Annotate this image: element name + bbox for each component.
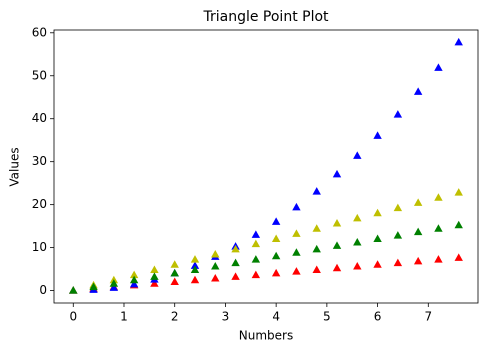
point bbox=[251, 255, 261, 263]
point bbox=[312, 224, 321, 232]
point bbox=[150, 279, 159, 287]
point bbox=[413, 198, 423, 206]
plot-frame bbox=[53, 29, 479, 304]
y-tick-label: 10 bbox=[32, 240, 47, 254]
point bbox=[271, 251, 281, 260]
point bbox=[190, 265, 200, 273]
point bbox=[332, 263, 342, 272]
point bbox=[312, 244, 321, 253]
point bbox=[413, 227, 423, 236]
x-tick-label: 5 bbox=[323, 310, 331, 324]
point bbox=[413, 87, 423, 95]
point bbox=[373, 208, 382, 217]
x-tick-label: 0 bbox=[69, 310, 77, 324]
point bbox=[251, 230, 261, 238]
x-tick-label: 1 bbox=[120, 310, 128, 324]
point bbox=[353, 262, 362, 270]
point bbox=[150, 272, 159, 280]
point bbox=[150, 265, 159, 273]
y-tick-label: 40 bbox=[32, 111, 47, 125]
point bbox=[393, 110, 403, 118]
point bbox=[373, 234, 382, 243]
point bbox=[393, 203, 403, 212]
point bbox=[353, 151, 362, 159]
point bbox=[393, 231, 403, 239]
point bbox=[332, 219, 342, 227]
point bbox=[292, 202, 301, 211]
point bbox=[454, 220, 463, 229]
point bbox=[170, 260, 179, 268]
y-tick-label: 0 bbox=[39, 283, 47, 297]
y-tick-label: 30 bbox=[32, 154, 47, 168]
point bbox=[373, 260, 382, 268]
point bbox=[211, 249, 220, 258]
point bbox=[211, 262, 220, 270]
point bbox=[190, 261, 200, 269]
point bbox=[231, 272, 240, 280]
point bbox=[251, 270, 261, 279]
point bbox=[353, 237, 362, 246]
y-tick-label: 50 bbox=[32, 68, 47, 82]
point bbox=[271, 268, 281, 277]
point bbox=[190, 255, 200, 263]
point bbox=[271, 234, 281, 243]
point bbox=[89, 282, 98, 291]
point bbox=[454, 188, 463, 196]
x-tick-label: 7 bbox=[424, 310, 432, 324]
point bbox=[312, 187, 321, 195]
point bbox=[434, 193, 443, 201]
point bbox=[170, 268, 179, 277]
y-tick-label: 60 bbox=[32, 25, 47, 39]
x-tick-label: 4 bbox=[272, 310, 280, 324]
point bbox=[190, 275, 200, 284]
point bbox=[109, 279, 119, 287]
point bbox=[271, 217, 281, 225]
point bbox=[434, 255, 443, 263]
x-axis-label: Numbers bbox=[239, 329, 293, 343]
x-tick-label: 2 bbox=[171, 310, 179, 324]
point bbox=[109, 283, 119, 291]
x-tick-label: 3 bbox=[222, 310, 230, 324]
point bbox=[292, 248, 301, 256]
point bbox=[454, 253, 463, 261]
point bbox=[251, 239, 261, 248]
point bbox=[434, 224, 443, 232]
point bbox=[292, 229, 301, 237]
point bbox=[332, 241, 342, 249]
point bbox=[211, 274, 220, 282]
point bbox=[332, 169, 342, 178]
chart-title: Triangle Point Plot bbox=[202, 9, 329, 25]
point bbox=[373, 131, 382, 139]
point bbox=[69, 286, 78, 294]
point bbox=[413, 256, 423, 265]
point bbox=[170, 277, 179, 285]
point bbox=[312, 265, 321, 273]
point bbox=[231, 244, 240, 253]
point bbox=[231, 258, 240, 267]
point bbox=[353, 213, 362, 222]
point bbox=[129, 270, 139, 279]
point bbox=[129, 275, 139, 284]
x-tick-label: 6 bbox=[374, 310, 382, 324]
point bbox=[393, 258, 403, 267]
y-axis-label: Values bbox=[8, 147, 22, 186]
point bbox=[454, 37, 463, 46]
point bbox=[434, 63, 443, 71]
y-tick-label: 20 bbox=[32, 197, 47, 211]
point bbox=[292, 267, 301, 275]
point bbox=[129, 279, 139, 288]
